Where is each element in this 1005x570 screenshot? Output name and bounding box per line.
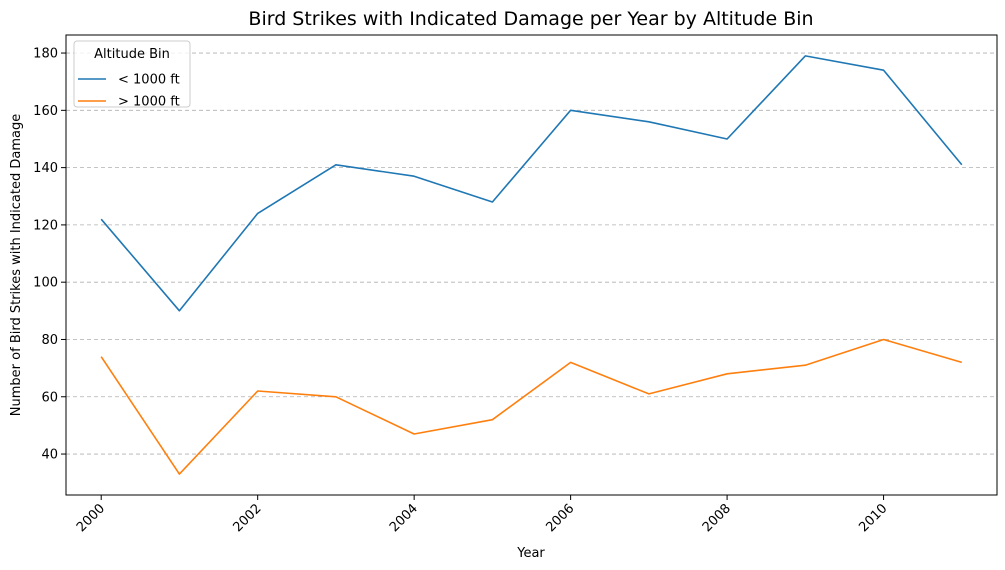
y-axis-label: Number of Bird Strikes with Indicated Da… — [9, 114, 24, 416]
series-lines — [100, 55, 963, 475]
y-tick-label: 60 — [41, 390, 58, 405]
chart-title: Bird Strikes with Indicated Damage per Y… — [248, 8, 813, 30]
y-axis-ticks: 40 60 80 100 120 140 160 180 — [33, 47, 66, 463]
y-tick-label: 80 — [41, 333, 58, 348]
y-tick-label: 140 — [33, 161, 58, 176]
legend-box — [73, 40, 191, 108]
series-line-0 — [100, 55, 963, 312]
y-tick-label: 40 — [41, 448, 58, 463]
legend: Altitude Bin < 1000 ft > 1000 ft — [73, 40, 191, 110]
series-line-1 — [100, 338, 963, 475]
legend-label-0: < 1000 ft — [118, 73, 180, 88]
y-tick-label: 180 — [33, 47, 58, 62]
legend-title: Altitude Bin — [94, 47, 170, 62]
plot-frame — [65, 34, 998, 496]
y-tick-label: 120 — [33, 218, 58, 233]
legend-label-1: > 1000 ft — [118, 95, 180, 110]
gridlines — [66, 52, 997, 455]
x-axis-label: Year — [516, 546, 545, 561]
y-tick-label: 100 — [33, 276, 58, 291]
y-tick-label: 160 — [33, 104, 58, 119]
